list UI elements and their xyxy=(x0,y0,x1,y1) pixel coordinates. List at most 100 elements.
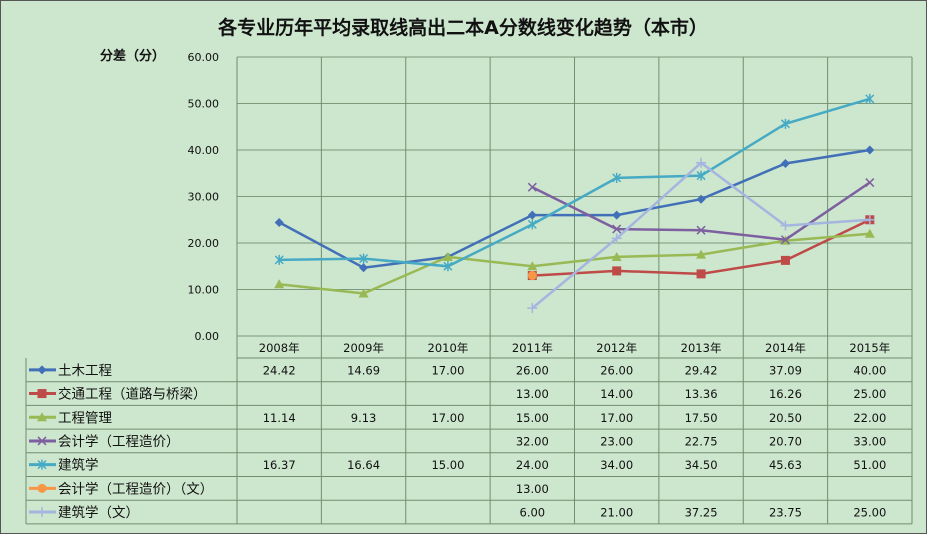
data-point xyxy=(527,182,537,192)
x-tick-label: 2013年 xyxy=(681,341,722,355)
data-table-cell: 17.00 xyxy=(431,363,464,377)
data-table-cell: 40.00 xyxy=(853,363,886,377)
data-table-cell: 22.75 xyxy=(685,434,718,448)
data-table-cell: 23.75 xyxy=(769,506,802,520)
series-line xyxy=(279,97,871,268)
series-line xyxy=(278,148,870,269)
legend-marker xyxy=(37,459,47,470)
data-point xyxy=(865,178,875,188)
chart-title: 各专业历年平均录取线高出二本A分数线变化趋势（本市） xyxy=(217,16,708,39)
data-point xyxy=(359,253,369,264)
legend-label: 会计学（工程造价）（文） xyxy=(58,481,213,497)
data-table-cell: 14.69 xyxy=(347,363,380,377)
data-point xyxy=(780,255,790,265)
data-table-cell: 29.42 xyxy=(685,363,718,377)
data-point xyxy=(780,159,790,169)
data-point xyxy=(527,303,538,314)
data-table-cell: 25.00 xyxy=(853,387,886,401)
data-table-cell: 22.00 xyxy=(853,411,886,425)
legend-marker xyxy=(37,389,47,399)
legend-marker xyxy=(37,365,47,375)
x-tick-label: 2009年 xyxy=(343,341,384,355)
data-point xyxy=(611,251,622,261)
data-table-cell: 24.42 xyxy=(263,363,296,377)
data-point xyxy=(696,194,706,204)
y-tick-label: 50.00 xyxy=(188,98,220,111)
data-table-cell: 14.00 xyxy=(600,387,633,401)
data-point xyxy=(527,261,538,271)
legend-label: 建筑学（文） xyxy=(58,505,139,521)
data-table-cell: 25.00 xyxy=(853,506,886,520)
legend-marker xyxy=(37,412,47,422)
data-point xyxy=(865,93,875,104)
data-point xyxy=(442,251,453,261)
x-tick-label: 2015年 xyxy=(849,341,890,355)
data-table-cell: 20.70 xyxy=(769,434,802,448)
data-point xyxy=(527,219,537,230)
data-table-cell: 9.13 xyxy=(351,411,377,425)
data-point xyxy=(359,263,369,273)
data-point xyxy=(612,266,622,276)
data-point xyxy=(612,210,622,220)
data-table-cell: 13.00 xyxy=(516,387,549,401)
data-table-cell: 16.37 xyxy=(263,458,296,472)
legend-marker xyxy=(37,507,47,518)
data-point xyxy=(358,288,369,298)
data-table-cell: 26.00 xyxy=(516,363,549,377)
data-table-cell: 11.14 xyxy=(263,411,296,425)
legend-label: 会计学（工程造价） xyxy=(58,434,180,450)
data-table-cell: 34.50 xyxy=(685,458,718,472)
data-table-cell: 20.50 xyxy=(769,411,802,425)
legend-label: 建筑学 xyxy=(58,458,99,474)
legend-label: 工程管理 xyxy=(58,410,112,426)
data-table-cell: 13.36 xyxy=(685,387,718,401)
data-table-cell: 23.00 xyxy=(600,434,633,448)
data-table-cell: 15.00 xyxy=(431,458,464,472)
data-point xyxy=(612,172,622,183)
data-point xyxy=(864,228,875,238)
data-table-cell: 26.00 xyxy=(600,363,633,377)
data-point xyxy=(696,249,707,259)
data-point xyxy=(780,235,790,245)
y-tick-label: 30.00 xyxy=(188,191,220,204)
data-table-cell: 16.64 xyxy=(347,458,380,472)
data-point xyxy=(696,157,707,168)
legend-marker xyxy=(37,436,47,446)
data-table-cell: 45.63 xyxy=(769,458,802,472)
y-tick-label: 0.00 xyxy=(195,330,220,343)
x-tick-label: 2008年 xyxy=(259,341,300,355)
data-point xyxy=(696,170,706,181)
data-table-cell: 21.00 xyxy=(600,506,633,520)
data-table-cell: 16.26 xyxy=(769,387,802,401)
y-tick-label: 40.00 xyxy=(188,144,220,157)
x-tick-label: 2010年 xyxy=(428,341,469,355)
data-point xyxy=(443,261,453,272)
y-tick-label: 10.00 xyxy=(188,284,220,297)
data-table-cell: 32.00 xyxy=(516,434,549,448)
data-table-cell: 15.00 xyxy=(516,411,549,425)
y-axis-label: 分差（分） xyxy=(100,48,165,64)
x-tick-label: 2012年 xyxy=(596,341,637,355)
legend-label: 交通工程（道路与桥梁） xyxy=(58,386,207,403)
data-point xyxy=(612,224,622,234)
data-point xyxy=(611,233,622,244)
data-point xyxy=(780,220,791,231)
data-table-cell: 33.00 xyxy=(853,434,886,448)
data-point xyxy=(696,225,706,235)
y-tick-label: 60.00 xyxy=(188,51,220,64)
data-point xyxy=(696,269,706,279)
data-point xyxy=(527,210,537,220)
data-point xyxy=(865,145,875,155)
data-table-cell: 37.25 xyxy=(685,506,718,520)
legend-label: 土木工程 xyxy=(58,363,112,379)
series-line xyxy=(279,232,870,295)
data-table-cell: 37.09 xyxy=(769,363,802,377)
data-table-cell: 17.50 xyxy=(685,411,718,425)
data-point xyxy=(274,254,284,265)
data-table-cell: 34.00 xyxy=(600,458,633,472)
data-table-cell: 24.00 xyxy=(516,458,549,472)
data-table-cell: 17.00 xyxy=(600,411,633,425)
